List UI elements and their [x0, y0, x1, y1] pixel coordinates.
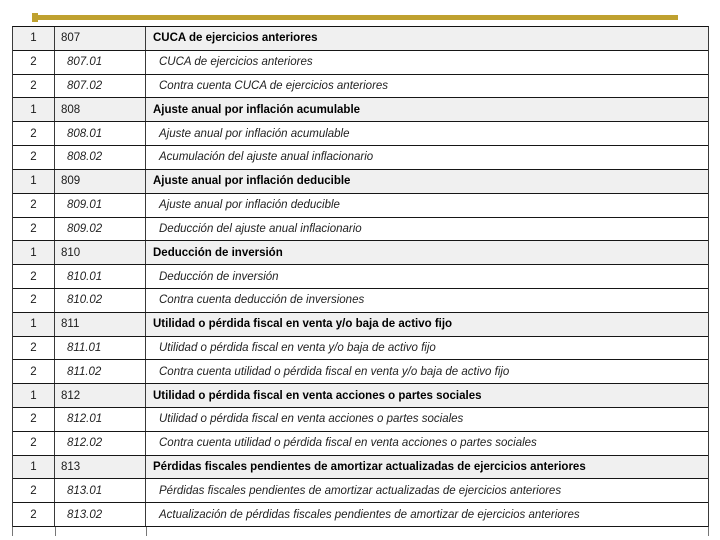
description-cell: Deducción del ajuste anual inflacionario — [159, 222, 362, 235]
code-cell: 807.01 — [55, 50, 146, 74]
level-cell: 2 — [13, 360, 55, 384]
code-cell: 808.01 — [55, 122, 146, 146]
table-row: 1 809 Ajuste anual por inflación deducible — [13, 169, 708, 194]
description-cell: Ajuste anual por inflación acumulable — [153, 103, 361, 116]
code-cell: 807.02 — [55, 74, 146, 98]
level-cell: 2 — [13, 503, 55, 527]
description-cell: Pérdidas fiscales pendientes de amortiza… — [153, 461, 586, 474]
code-divider-stub — [146, 527, 147, 536]
code-cell: 811 — [55, 312, 146, 336]
table-row: 2 807.02 Contra cuenta CUCA de ejercicios … — [13, 74, 708, 99]
table-row: 2 808.02 Acumulación del ajuste anual infl… — [13, 146, 708, 170]
level-cell: 1 — [13, 27, 55, 50]
description-cell: Ajuste anual por inflación deducible — [153, 175, 351, 188]
code-cell: 813.02 — [55, 503, 146, 527]
code-cell: 810 — [55, 241, 146, 265]
description-cell: Contra cuenta utilidad o pérdida fiscal … — [159, 365, 510, 378]
description-cell: Deducción de inversión — [153, 246, 283, 259]
table-row: 2 813.02 Actualización de pérdidas fiscale… — [13, 503, 708, 528]
table-row: 1 810 Deducción de inversión — [13, 241, 708, 266]
description-cell: Pérdidas fiscales pendientes de amortiza… — [159, 484, 562, 497]
level-cell: 1 — [13, 98, 55, 122]
code-cell: 808.02 — [55, 146, 146, 169]
code-cell: 811.01 — [55, 336, 146, 360]
description-cell: Deducción de inversión — [159, 270, 279, 283]
level-cell: 2 — [13, 122, 55, 146]
table-row: 2 809.01 Ajuste anual por inflación deduci… — [13, 193, 708, 218]
level-cell: 2 — [13, 431, 55, 455]
description-cell: Acumulación del ajuste anual inflacionar… — [159, 151, 374, 164]
description-cell: Contra cuenta utilidad o pérdida fiscal … — [159, 437, 537, 450]
table-row: 2 813.01 Pérdidas fiscales pendientes de a… — [13, 479, 708, 504]
level-cell: 2 — [13, 336, 55, 360]
table-row: 1 807 CUCA de ejercicios anteriores — [13, 27, 708, 51]
code-cell: 809.02 — [55, 217, 146, 241]
level-cell: 2 — [13, 217, 55, 241]
table-row: 2 810.02 Contra cuenta deducción de invers… — [13, 288, 708, 313]
level-cell: 2 — [13, 193, 55, 217]
table-row: 2 807.01 CUCA de ejercicios anteriores — [13, 50, 708, 75]
level-cell: 2 — [13, 408, 55, 431]
code-cell: 807 — [55, 27, 146, 50]
description-cell: Utilidad o pérdida fiscal en venta y/o b… — [159, 341, 436, 354]
description-cell: Utilidad o pérdida fiscal en venta y/o b… — [153, 318, 453, 331]
level-cell: 1 — [13, 384, 55, 407]
description-cell: CUCA de ejercicios anteriores — [159, 56, 313, 69]
level-cell: 2 — [13, 146, 55, 169]
table-row: 2 811.01 Utilidad o pérdida fiscal en vent… — [13, 336, 708, 361]
table-row: 1 812 Utilidad o pérdida fiscal en venta a… — [13, 384, 708, 408]
level-cell: 1 — [13, 241, 55, 265]
code-cell: 810.02 — [55, 288, 146, 312]
level-divider-stub — [55, 527, 56, 536]
accounts-table: 1 807 CUCA de ejercicios anteriores 2 807.01… — [12, 26, 709, 528]
description-cell: Utilidad o pérdida fiscal en venta accio… — [159, 413, 464, 426]
description-cell: Actualización de pérdidas fiscales pendi… — [159, 508, 580, 521]
description-cell: CUCA de ejercicios anteriores — [153, 32, 318, 45]
table-row: 1 813 Pérdidas fiscales pendientes de amor… — [13, 455, 708, 480]
table-row: 2 812.01 Utilidad o pérdida fiscal en vent… — [13, 408, 708, 432]
level-cell: 2 — [13, 50, 55, 74]
code-cell: 812.01 — [55, 408, 146, 431]
table-row: 1 811 Utilidad o pérdida fiscal en venta y… — [13, 312, 708, 337]
table-row: 1 808 Ajuste anual por inflación acumulabl… — [13, 98, 708, 123]
table-row: 2 808.01 Ajuste anual por inflación acumul… — [13, 122, 708, 147]
code-cell: 808 — [55, 98, 146, 122]
title-underline-bar — [32, 15, 678, 20]
code-cell: 813 — [55, 455, 146, 479]
level-cell: 2 — [13, 74, 55, 98]
description-cell: Ajuste anual por inflación deducible — [159, 199, 340, 212]
level-cell: 2 — [13, 479, 55, 503]
code-cell: 809 — [55, 169, 146, 193]
code-cell: 812.02 — [55, 431, 146, 455]
description-cell: Ajuste anual por inflación acumulable — [159, 127, 350, 140]
table-row: 2 812.02 Contra cuenta utilidad o pérdida … — [13, 431, 708, 456]
code-cell: 811.02 — [55, 360, 146, 384]
table-bottom-stub — [12, 527, 709, 536]
level-cell: 1 — [13, 455, 55, 479]
code-cell: 812 — [55, 384, 146, 407]
code-cell: 809.01 — [55, 193, 146, 217]
code-cell: 810.01 — [55, 265, 146, 288]
description-cell: Utilidad o pérdida fiscal en venta accio… — [153, 389, 482, 402]
level-cell: 1 — [13, 312, 55, 336]
table-row: 2 811.02 Contra cuenta utilidad o pérdida … — [13, 360, 708, 385]
table-row: 2 810.01 Deducción de inversión — [13, 265, 708, 289]
level-cell: 1 — [13, 169, 55, 193]
level-cell: 2 — [13, 288, 55, 312]
description-cell: Contra cuenta CUCA de ejercicios anterio… — [159, 80, 389, 93]
description-cell: Contra cuenta deducción de inversiones — [159, 294, 365, 307]
code-cell: 813.01 — [55, 479, 146, 503]
level-cell: 2 — [13, 265, 55, 288]
table-row: 2 809.02 Deducción del ajuste anual inflac… — [13, 217, 708, 242]
